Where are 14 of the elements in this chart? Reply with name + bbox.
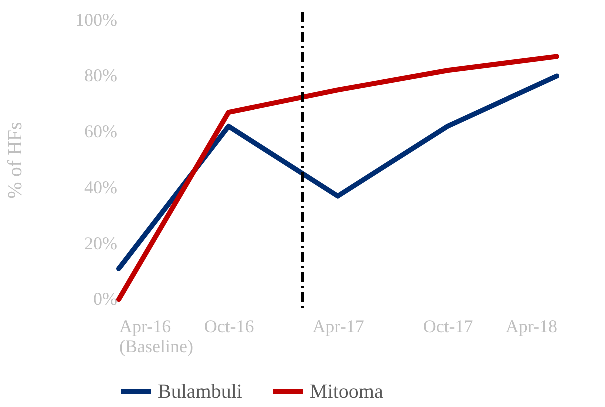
- y-tick-label: 80%: [84, 66, 118, 86]
- x-tick-label: Oct-17: [423, 316, 474, 336]
- x-tick-label: Apr-17: [312, 316, 364, 336]
- y-tick-label: 40%: [84, 177, 118, 198]
- y-tick-label: 0%: [94, 289, 118, 310]
- x-tick-label: Apr-16 (Baseline): [120, 316, 194, 356]
- y-axis-title: % of HFs: [4, 122, 27, 199]
- y-tick-label: 100%: [76, 10, 118, 30]
- y-tick-label: 20%: [84, 233, 118, 254]
- legend-label: Mitooma: [310, 380, 384, 403]
- x-tick-label: Oct-16: [204, 316, 254, 336]
- legend-label: Bulambuli: [158, 380, 243, 403]
- x-tick-label: Apr-18: [506, 316, 558, 336]
- y-tick-label: 60%: [84, 122, 118, 142]
